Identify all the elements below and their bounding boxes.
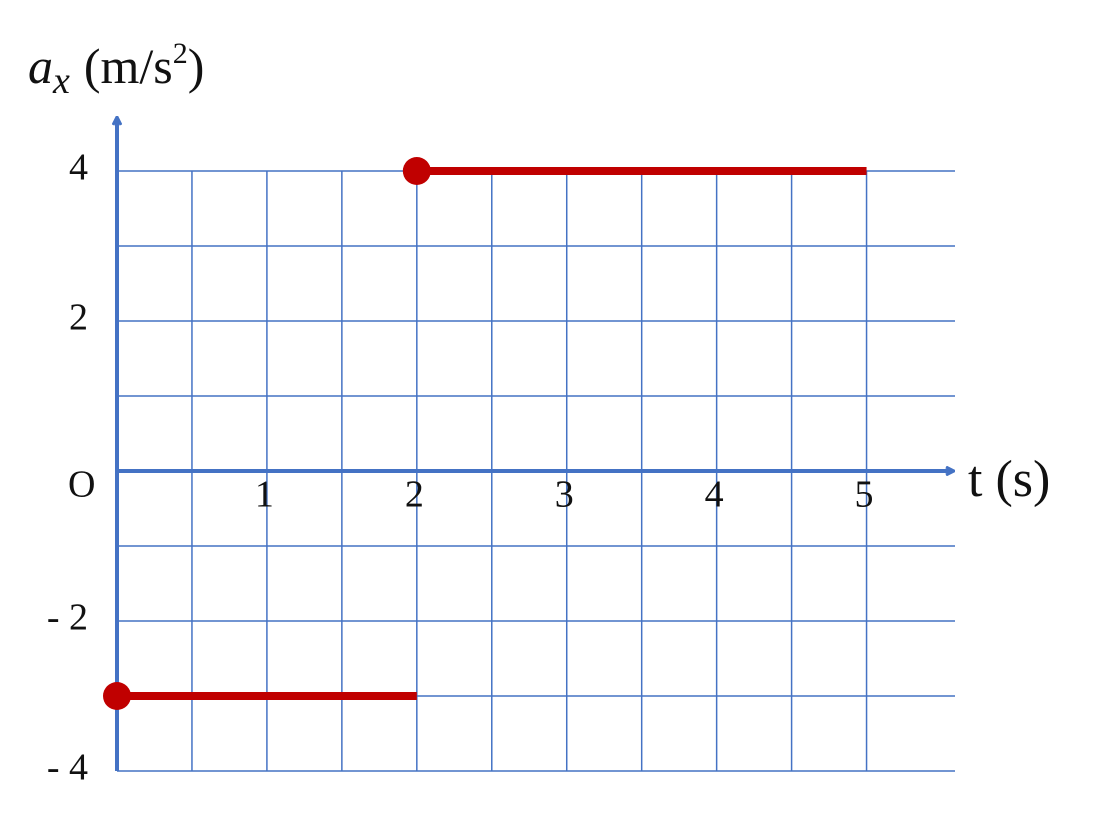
x-axis-label: t (s)	[968, 451, 1050, 508]
start-dot	[103, 682, 131, 710]
y-tick-label: 2	[69, 297, 88, 339]
x-tick-label: 2	[405, 474, 424, 516]
x-tick-label: 1	[255, 474, 274, 516]
x-tick-label: 4	[705, 474, 724, 516]
x-tick-label: 3	[555, 474, 574, 516]
y-label-close: )	[188, 38, 205, 94]
y-label-power: 2	[173, 37, 188, 70]
y-axis-label: ax (m/s2)	[28, 37, 204, 102]
y-tick-label: - 2	[47, 597, 88, 639]
start-dot	[402, 157, 431, 185]
x-tick-label: 5	[855, 474, 874, 516]
y-label-symbol: a	[28, 38, 53, 94]
y-tick-label: - 4	[47, 747, 88, 789]
origin-label: O	[68, 464, 95, 506]
y-label-subscript: x	[52, 60, 70, 102]
y-tick-label: 4	[69, 147, 88, 189]
y-label-unit: (m/s	[84, 38, 173, 94]
